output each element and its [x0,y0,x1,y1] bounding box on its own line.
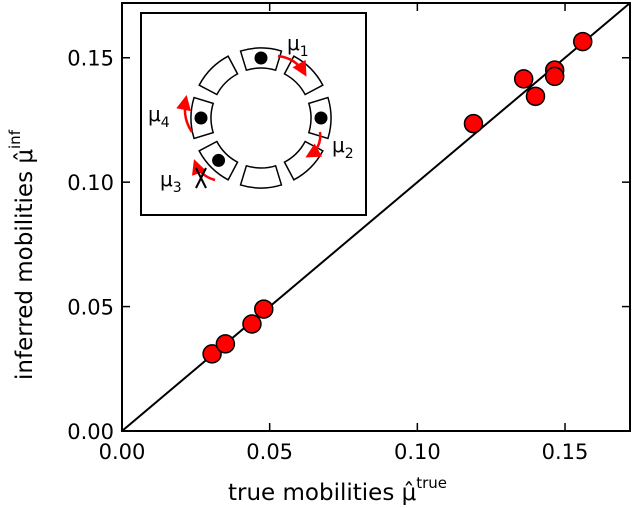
y-tick-label: 0.00 [67,420,114,444]
x-axis-label: true mobilities μ̂true [228,474,447,506]
axis-ticks [121,3,630,432]
data-point [525,86,546,107]
plot-frame [121,2,631,432]
data-point [215,334,236,354]
data-points [202,31,593,364]
inset-dots [194,51,328,167]
x-tick-label: 0.05 [246,440,293,464]
x-tick-label: 0.15 [542,440,589,464]
x-tick-label: 0.00 [99,440,146,464]
inset-schematic: μ1 μ2 μ3 μ4 [140,12,367,216]
inset-particle [314,111,328,125]
inset-particle [194,111,208,125]
data-point [254,299,274,319]
inset-cell [198,55,239,96]
axis-tick-labels: 0.00 0.05 0.10 0.15 0.00 0.05 0.10 0.15 [67,47,588,464]
inset-label-mu4: μ4 [148,102,170,131]
inset-label-mu3: μ3 [160,167,182,196]
data-point [202,344,222,364]
inset-label-mu2: μ2 [332,133,354,162]
inset-arrow [277,54,307,77]
data-point [242,314,262,334]
y-tick-label: 0.15 [67,47,114,71]
data-point [463,113,484,134]
inset-particle [212,153,226,167]
inset-cell [239,164,283,189]
y-axis-label: inferred mobilities μ̂inf [6,129,38,380]
data-point [572,31,593,52]
y-tick-label: 0.05 [67,296,114,320]
x-tick-label: 0.10 [394,440,441,464]
inset-arrows [176,54,323,189]
data-point [513,69,534,89]
y-tick-label: 0.10 [67,171,114,195]
inset-arrow [305,131,323,158]
blocked-mark [195,167,207,189]
inset-arrow [176,95,194,133]
inset-label-mu1: μ1 [287,31,309,60]
data-point [544,66,565,87]
inset-particle [254,51,268,65]
